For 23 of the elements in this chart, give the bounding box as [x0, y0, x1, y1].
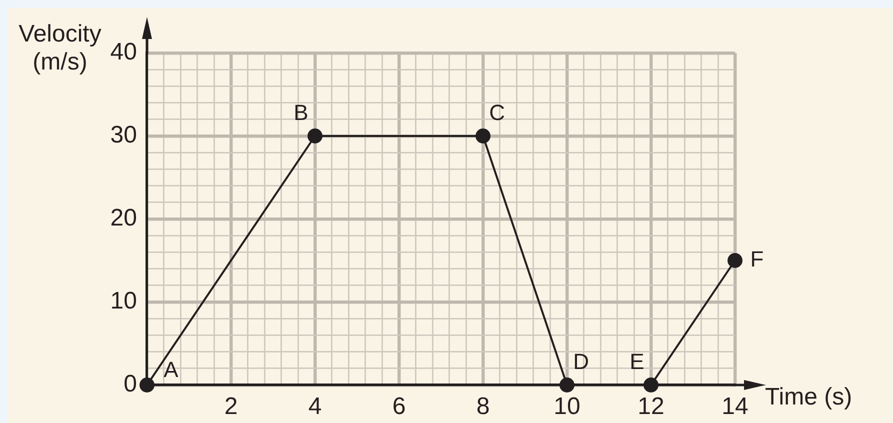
annotation: C	[489, 100, 506, 126]
annotation: B	[294, 100, 308, 126]
annotation: A	[164, 357, 179, 382]
x-tick-label: 4	[308, 393, 322, 420]
x-tick-label: 12	[638, 393, 664, 420]
point	[728, 253, 742, 268]
y-tick-label: 0	[124, 370, 137, 398]
point	[476, 128, 490, 144]
x-axis-title: Time (s)	[765, 384, 852, 411]
x-tick-label: 6	[392, 393, 406, 420]
annotation: E	[630, 349, 644, 374]
x-tick-label: 10	[554, 393, 580, 420]
y-tick-label: 10	[110, 288, 137, 315]
annotation: D	[573, 349, 589, 374]
y-tick-label: 30	[110, 122, 137, 149]
point	[308, 128, 322, 144]
x-tick-label: 8	[476, 393, 490, 420]
x-tick-label: 2	[224, 393, 238, 420]
x-tick-label: 14	[722, 393, 748, 420]
y-tick-label: 20	[110, 204, 137, 232]
annotation: F	[750, 246, 764, 272]
y-axis-title: Velocity (m/s)	[18, 20, 102, 76]
y-tick-label: 40	[110, 38, 137, 66]
